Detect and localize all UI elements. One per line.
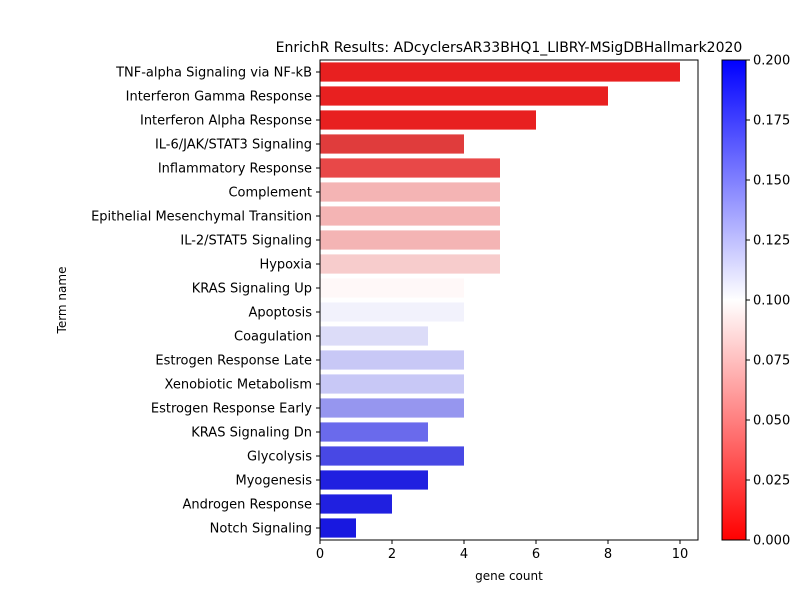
bar [320,494,392,514]
bar [320,518,356,538]
bar [320,470,428,490]
y-tick-label: Complement [228,186,312,201]
x-tick-label: 8 [604,547,612,562]
bar [320,110,536,130]
x-tick-label: 0 [316,547,324,562]
colorbar-tick-label: 0.200 [753,54,790,69]
y-tick-label: Estrogen Response Early [151,402,312,417]
bar [320,158,500,178]
colorbar-tick-label: 0.000 [753,534,790,549]
colorbar-tick-label: 0.150 [753,174,790,189]
bar [320,134,464,154]
y-tick-label: Interferon Alpha Response [140,114,312,129]
bar [320,350,464,370]
bar [320,422,428,442]
bar [320,446,464,466]
bar [320,182,500,202]
x-tick-label: 6 [532,547,540,562]
y-tick-label: KRAS Signaling Up [192,282,312,297]
y-tick-label: Myogenesis [235,474,312,489]
x-tick-label: 4 [460,547,468,562]
bar [320,206,500,226]
bar [320,374,464,394]
bar [320,230,500,250]
y-tick-label: IL-6/JAK/STAT3 Signaling [155,138,312,153]
bar [320,302,464,322]
y-axis-label: Term name [55,267,69,335]
colorbar-tick-label: 0.025 [753,474,790,489]
y-tick-label: TNF-alpha Signaling via NF-kB [115,66,312,81]
y-tick-label: Androgen Response [183,498,312,513]
bar [320,86,608,106]
y-tick-label: Epithelial Mesenchymal Transition [91,210,312,225]
bar [320,62,680,82]
colorbar-tick-label: 0.100 [753,294,790,309]
x-tick-label: 10 [672,547,689,562]
colorbar-tick-label: 0.075 [753,354,790,369]
y-tick-label: Coagulation [234,330,312,345]
colorbar-tick-label: 0.175 [753,114,790,129]
bar [320,398,464,418]
x-tick-label: 2 [388,547,396,562]
y-tick-label: Apoptosis [248,306,312,321]
y-tick-label: Inflammatory Response [158,162,312,177]
y-tick-label: Interferon Gamma Response [126,90,312,105]
bar [320,278,464,298]
y-tick-label: Glycolysis [247,450,312,465]
chart-title: EnrichR Results: ADcyclersAR33BHQ1_LIBRY… [276,40,743,56]
y-tick-label: Notch Signaling [210,522,312,537]
colorbar-tick-label: 0.050 [753,414,790,429]
y-tick-label: IL-2/STAT5 Signaling [180,234,312,249]
bar [320,326,428,346]
y-tick-label: KRAS Signaling Dn [191,426,312,441]
y-tick-label: Xenobiotic Metabolism [165,378,312,393]
colorbar [721,59,747,541]
bar [320,254,500,274]
y-tick-label: Estrogen Response Late [155,354,312,369]
colorbar-tick-label: 0.125 [753,234,790,249]
y-tick-label: Hypoxia [259,258,312,273]
plot-frame [319,59,699,541]
x-axis-label: gene count [475,569,543,583]
